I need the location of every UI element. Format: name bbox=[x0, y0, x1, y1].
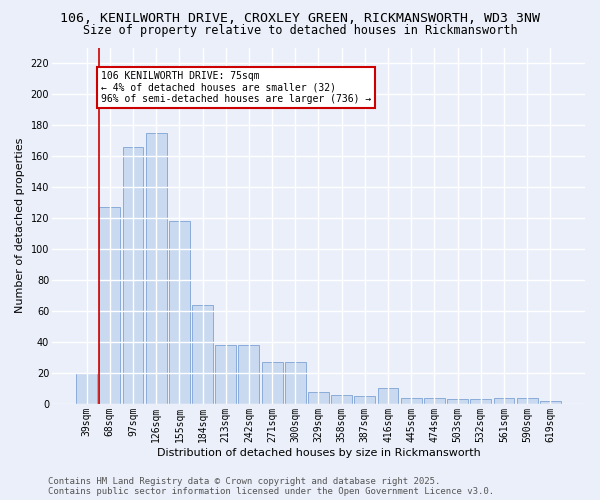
Bar bbox=[76, 373, 97, 404]
Bar bbox=[192, 304, 213, 404]
Text: Size of property relative to detached houses in Rickmansworth: Size of property relative to detached ho… bbox=[83, 24, 517, 37]
Bar bbox=[262, 362, 283, 404]
Bar bbox=[215, 345, 236, 404]
Bar bbox=[308, 392, 329, 404]
Bar bbox=[517, 398, 538, 404]
Bar bbox=[355, 396, 375, 404]
Text: 106, KENILWORTH DRIVE, CROXLEY GREEN, RICKMANSWORTH, WD3 3NW: 106, KENILWORTH DRIVE, CROXLEY GREEN, RI… bbox=[60, 12, 540, 26]
Y-axis label: Number of detached properties: Number of detached properties bbox=[15, 138, 25, 314]
Bar bbox=[424, 398, 445, 404]
Bar bbox=[285, 362, 306, 404]
Bar bbox=[146, 132, 167, 404]
Text: Contains HM Land Registry data © Crown copyright and database right 2025.
Contai: Contains HM Land Registry data © Crown c… bbox=[48, 476, 494, 496]
Bar bbox=[494, 398, 514, 404]
Bar bbox=[401, 398, 422, 404]
Bar bbox=[470, 400, 491, 404]
X-axis label: Distribution of detached houses by size in Rickmansworth: Distribution of detached houses by size … bbox=[157, 448, 481, 458]
Bar bbox=[377, 388, 398, 404]
Bar bbox=[238, 345, 259, 404]
Bar bbox=[169, 221, 190, 404]
Bar bbox=[331, 394, 352, 404]
Bar bbox=[447, 400, 468, 404]
Text: 106 KENILWORTH DRIVE: 75sqm
← 4% of detached houses are smaller (32)
96% of semi: 106 KENILWORTH DRIVE: 75sqm ← 4% of deta… bbox=[101, 70, 371, 104]
Bar bbox=[100, 207, 120, 404]
Bar bbox=[122, 146, 143, 404]
Bar bbox=[540, 401, 561, 404]
